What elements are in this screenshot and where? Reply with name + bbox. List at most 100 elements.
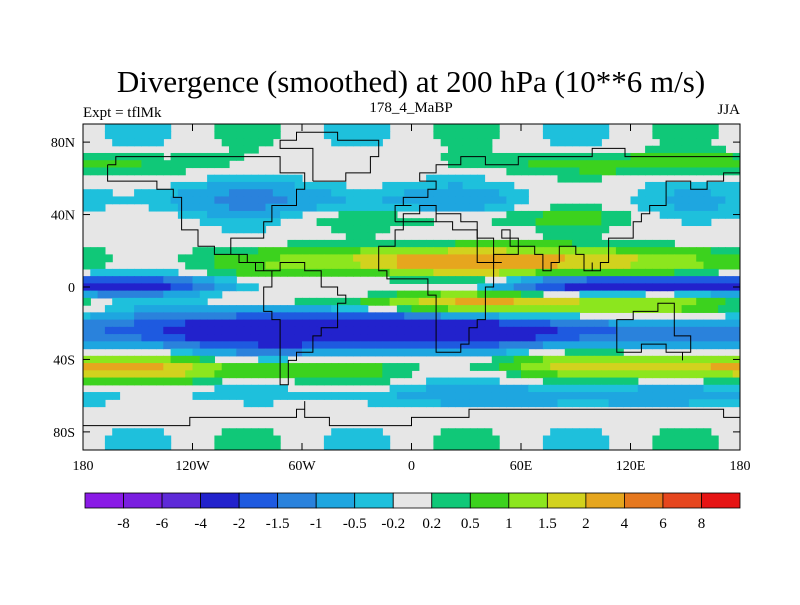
contour-cell (579, 218, 588, 227)
contour-cell (484, 189, 493, 198)
contour-cell (601, 290, 610, 299)
contour-cell (667, 305, 675, 313)
contour-cell (681, 319, 690, 328)
contour-cell (725, 261, 734, 270)
contour-cell (448, 131, 456, 140)
contour-cell (338, 239, 347, 248)
contour-cell (280, 392, 288, 400)
contour-cell (564, 348, 573, 357)
contour-cell (506, 341, 515, 350)
contour-cell (513, 341, 522, 350)
contour-cell (185, 312, 194, 321)
colorbar-label: 1.5 (538, 516, 557, 532)
contour-cell (199, 160, 208, 169)
contour-cell (725, 326, 734, 335)
contour-cell (316, 203, 325, 212)
contour-cell (448, 196, 456, 205)
contour-cell (382, 435, 391, 444)
contour-cell (659, 261, 668, 270)
contour-cell (229, 442, 237, 450)
contour-cell (732, 312, 740, 321)
contour-cell (345, 247, 354, 255)
contour-cell (221, 210, 230, 219)
contour-cell (404, 189, 413, 198)
contour-cell (221, 189, 230, 198)
contour-cell (623, 370, 632, 379)
contour-cell (557, 435, 566, 444)
contour-cell (302, 305, 310, 313)
contour-cell (134, 131, 142, 140)
contour-cell (462, 341, 471, 350)
contour-cell (506, 160, 515, 169)
contour-cell (90, 203, 99, 212)
contour-cell (448, 334, 456, 342)
contour-cell (462, 203, 471, 212)
contour-cell (214, 334, 223, 342)
contour-cell (572, 319, 580, 328)
contour-cell (331, 297, 340, 306)
contour-cell (148, 131, 157, 140)
contour-cell (331, 334, 340, 342)
contour-cell (309, 363, 318, 371)
contour-cell (418, 326, 427, 335)
contour-cell (83, 363, 91, 371)
contour-cell (104, 131, 113, 140)
contour-cell (375, 189, 383, 198)
contour-cell (528, 218, 537, 227)
contour-cell (550, 363, 559, 371)
contour-cell (302, 261, 310, 270)
contour-cell (236, 218, 245, 227)
contour-cell (557, 319, 566, 328)
contour-cell (280, 247, 288, 255)
contour-cell (199, 355, 208, 364)
contour-cell (214, 326, 223, 335)
contour-cell (177, 348, 186, 357)
contour-cell (674, 326, 683, 335)
contour-cell (170, 363, 179, 371)
contour-cell (528, 370, 537, 379)
contour-cell (97, 247, 106, 255)
contour-cell (345, 196, 354, 205)
contour-cell (630, 239, 639, 248)
contour-cell (199, 283, 208, 292)
contour-cell (163, 297, 172, 306)
contour-cell (469, 254, 478, 263)
contour-cell (396, 203, 405, 212)
contour-cell (353, 268, 361, 277)
contour-cell (229, 319, 237, 328)
contour-cell (367, 131, 376, 140)
contour-cell (564, 268, 573, 277)
contour-cell (513, 160, 522, 169)
contour-cell (688, 189, 697, 198)
contour-cell (177, 341, 186, 350)
contour-cell (214, 124, 223, 132)
contour-cell (710, 326, 719, 335)
contour-cell (338, 435, 347, 444)
contour-cell (396, 341, 405, 350)
contour-cell (572, 399, 580, 408)
contour-cell (360, 138, 369, 147)
contour-cell (389, 210, 398, 219)
contour-cell (148, 203, 157, 212)
contour-cell (688, 254, 697, 263)
contour-cell (221, 428, 230, 437)
contour-cell (418, 297, 427, 306)
contour-cell (265, 363, 274, 371)
contour-cell (97, 283, 106, 292)
contour-cell (469, 428, 478, 437)
contour-cell (491, 377, 500, 386)
contour-cell (83, 319, 91, 328)
contour-cell (90, 377, 99, 386)
contour-cell (637, 392, 646, 400)
contour-cell (126, 370, 135, 379)
contour-cell (338, 326, 347, 335)
contour-cell (469, 160, 478, 169)
contour-cell (170, 305, 179, 313)
contour-cell (615, 377, 624, 386)
contour-cell (484, 290, 493, 299)
contour-cell (506, 196, 515, 205)
colorbar-swatch (546, 492, 587, 509)
contour-cell (250, 247, 259, 255)
contour-cell (659, 384, 668, 393)
contour-cell (477, 326, 486, 335)
